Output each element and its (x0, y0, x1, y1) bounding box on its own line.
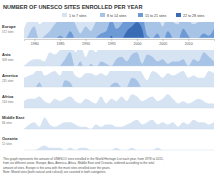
note: amount of sites. Europe is the area with… (3, 166, 111, 170)
tick-label: 2005 (159, 42, 167, 46)
note: This graph represents the amount of UNES… (3, 157, 164, 161)
legend-label: 15 to 21 sites (145, 14, 167, 18)
tick-label: 2000 (133, 42, 141, 46)
row-plot (24, 22, 214, 38)
row-subtitle: 308 sites (2, 58, 14, 62)
row-label: Africa (2, 94, 14, 99)
row-label: America (2, 73, 19, 78)
tick-label: 1980 (31, 42, 39, 46)
baseline (24, 129, 214, 130)
legend-swatch (62, 13, 67, 17)
row-subtitle: 84 sites (2, 121, 13, 125)
x-axis: 1980 1985 1990 1995 2000 2005 2010 (25, 39, 215, 46)
horizon-band (24, 52, 214, 66)
tick: 1995 (108, 39, 116, 46)
row-plot (24, 71, 214, 87)
horizon-band (24, 71, 214, 87)
tick: 2010 (185, 39, 193, 46)
row-label: Asia (2, 52, 11, 57)
title: NUMBER OF UNESCO SITES ENROLLED PER YEAR (3, 4, 142, 10)
legend-swatch (100, 13, 105, 17)
note: Note: Mixed sites (both natural and cult… (3, 170, 106, 174)
row-plot (24, 94, 214, 108)
chart: NUMBER OF UNESCO SITES ENROLLED PER YEAR… (0, 0, 220, 186)
horizon-band (24, 78, 214, 87)
tick: 1990 (82, 39, 90, 46)
horizon-band (24, 22, 214, 38)
baseline (24, 87, 214, 88)
row-label: Oceania (2, 136, 18, 141)
row-label: Europe (2, 24, 17, 29)
tick-label: 1990 (82, 42, 90, 46)
tick-label: 1985 (56, 42, 64, 46)
row-label: Middle East (2, 115, 25, 120)
legend-label: 1 to 7 sites (69, 14, 87, 18)
row-subtitle: 12 sites (2, 142, 13, 146)
horizon-band (24, 118, 214, 129)
row-subtitle: 572 sites (2, 30, 14, 34)
baseline (24, 66, 214, 67)
horizon-band (24, 22, 214, 38)
row-plot (24, 145, 214, 150)
baseline (24, 108, 214, 109)
legend-label: 8 to 14 sites (107, 14, 127, 18)
tick-label: 2010 (185, 42, 193, 46)
horizon-band (24, 145, 214, 150)
tick-label: 1995 (108, 42, 116, 46)
row-plot (24, 50, 214, 66)
tick: 1985 (56, 39, 64, 46)
row-subtitle: 134 sites (2, 100, 14, 104)
row-plot (24, 118, 214, 129)
baseline (24, 150, 214, 151)
tick: 2005 (159, 39, 167, 46)
tick: 1980 (31, 39, 39, 46)
legend-label: 22 to 28 sites (183, 14, 205, 18)
horizon-band (24, 94, 214, 108)
legend-swatch (176, 13, 181, 17)
tick: 2000 (133, 39, 141, 46)
note: from six different areas: Europe, Asia, … (3, 161, 155, 165)
row-subtitle: 235 sites (2, 79, 14, 83)
baseline (24, 38, 214, 39)
legend-swatch (138, 13, 143, 17)
